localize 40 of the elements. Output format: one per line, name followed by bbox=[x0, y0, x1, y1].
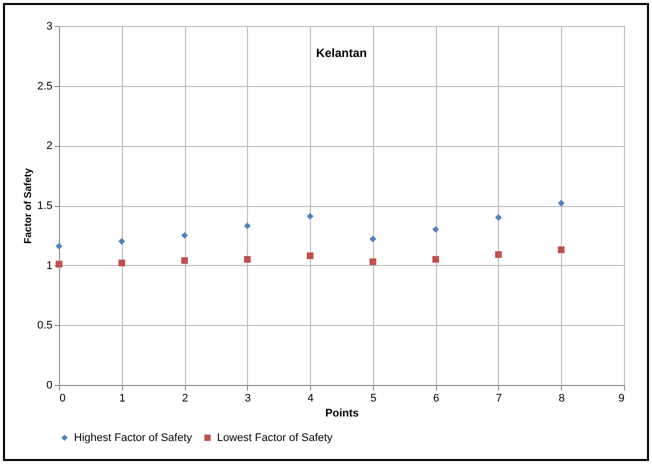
legend-label: Highest Factor of Safety bbox=[74, 432, 192, 444]
point bbox=[118, 238, 126, 245]
legend-label: Lowest Factor of Safety bbox=[217, 432, 334, 444]
y-tick-label: 1.5 bbox=[37, 200, 52, 212]
x-tick-label: 0 bbox=[60, 392, 66, 404]
x-tick-label: 4 bbox=[308, 392, 314, 404]
point bbox=[118, 260, 126, 266]
y-tick-label: 2 bbox=[46, 140, 52, 152]
x-tick-label: 8 bbox=[558, 392, 565, 404]
x-axis-title: Points bbox=[325, 408, 359, 420]
x-tick-label: 1 bbox=[119, 392, 126, 404]
x-tick-label: 3 bbox=[244, 392, 251, 404]
point bbox=[558, 200, 565, 206]
x-tick-label: 5 bbox=[370, 392, 376, 404]
point bbox=[244, 256, 251, 263]
y-tick-label: 1 bbox=[46, 260, 52, 272]
point bbox=[495, 251, 502, 258]
x-tick-label: 2 bbox=[182, 392, 188, 404]
point bbox=[558, 246, 565, 254]
point bbox=[306, 212, 314, 220]
point bbox=[306, 252, 314, 260]
point bbox=[432, 226, 440, 233]
y-tick-label: 0.5 bbox=[37, 320, 52, 332]
y-tick-label: 3 bbox=[46, 20, 52, 32]
y-tick-label: 0 bbox=[46, 380, 52, 392]
point bbox=[244, 222, 251, 230]
point bbox=[495, 214, 502, 221]
point bbox=[370, 258, 376, 266]
y-axis-title: Factor of Safety bbox=[23, 168, 34, 244]
x-tick-label: 9 bbox=[618, 392, 624, 404]
x-tick-label: 7 bbox=[496, 392, 502, 404]
point bbox=[56, 260, 62, 268]
point bbox=[370, 236, 376, 242]
y-tick-label: 2.5 bbox=[37, 80, 52, 92]
x-tick-label: 6 bbox=[433, 392, 440, 404]
point bbox=[181, 257, 188, 264]
point bbox=[181, 232, 188, 239]
text: Kelantan bbox=[316, 46, 367, 60]
point bbox=[432, 256, 440, 263]
point bbox=[56, 242, 62, 250]
